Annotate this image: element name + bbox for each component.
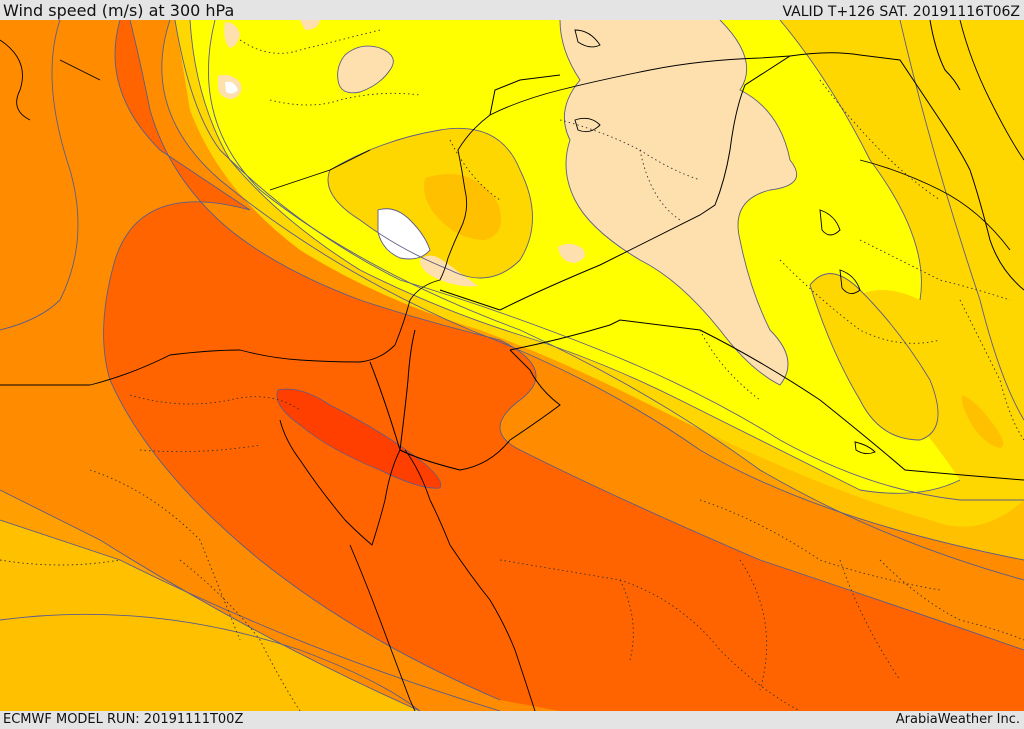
contour-lines <box>0 20 1024 711</box>
map-title: Wind speed (m/s) at 300 hPa <box>3 1 235 20</box>
country-borders <box>369 20 1024 481</box>
credit-label: ArabiaWeather Inc. <box>895 712 1020 727</box>
patch-tan-7 <box>224 22 240 48</box>
model-run-label: ECMWF MODEL RUN: 20191111T00Z <box>3 712 244 727</box>
patch-tan-1 <box>560 20 797 385</box>
footer-bar: ECMWF MODEL RUN: 20191111T00Z ArabiaWeat… <box>0 711 1024 729</box>
patch-white <box>378 208 430 259</box>
patch-yellow-orange-2 <box>810 273 938 440</box>
valid-time-label: VALID T+126 SAT. 20191116T06Z <box>782 4 1020 20</box>
patch-white-2 <box>225 81 238 94</box>
jet-core-max <box>276 388 442 489</box>
patch-gold-1 <box>424 174 501 240</box>
patch-yellow-orange-3 <box>961 395 1004 448</box>
coastlines <box>0 20 1024 711</box>
band-red-orange <box>103 20 1024 711</box>
patch-tan-4 <box>558 243 585 263</box>
wind-speed-map <box>0 20 1024 711</box>
patch-tan-6 <box>300 20 320 30</box>
header-bar: Wind speed (m/s) at 300 hPa VALID T+126 … <box>0 0 1024 20</box>
province-borders <box>0 29 1024 711</box>
